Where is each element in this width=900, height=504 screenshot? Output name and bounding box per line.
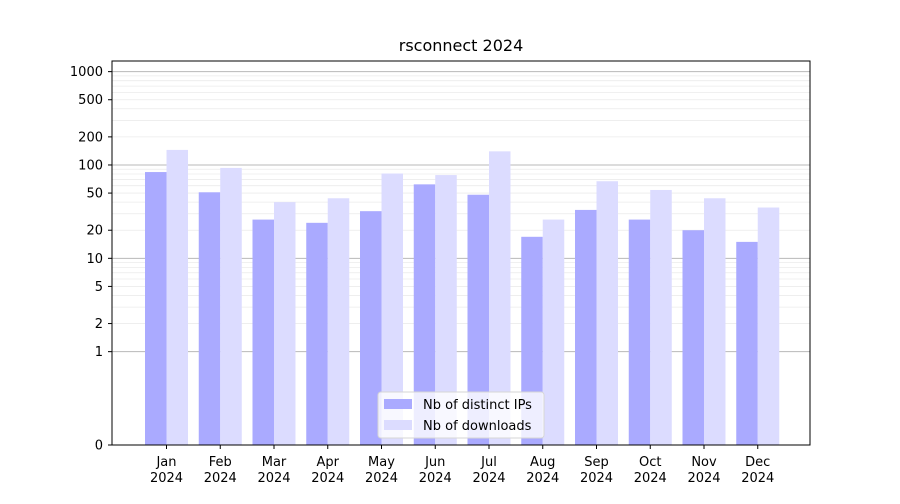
bar-distinct-ips [736, 241, 758, 445]
legend-label: Nb of downloads [423, 419, 532, 434]
x-tick-year: 2024 [150, 471, 183, 486]
x-tick-label: Sep 2024 [580, 455, 613, 486]
x-tick-month: Feb [209, 455, 232, 470]
bar-downloads [542, 219, 565, 445]
bar-distinct-ips [682, 230, 704, 445]
x-tick-month: Mar [262, 455, 287, 470]
bar-downloads [381, 173, 403, 446]
bar-distinct-ips [145, 172, 167, 445]
x-tick-year: 2024 [365, 471, 398, 486]
x-tick-label: Aug 2024 [526, 455, 559, 486]
bar-downloads [166, 149, 188, 445]
x-tick-year: 2024 [526, 471, 559, 486]
bar-downloads [650, 189, 672, 445]
x-tick-month: Jan [155, 455, 176, 470]
bar-downloads [327, 198, 350, 445]
x-tick-year: 2024 [687, 471, 720, 486]
bar-distinct-ips [252, 219, 274, 445]
y-tick-label: 100 [78, 158, 103, 173]
x-tick-month: Jul [480, 455, 497, 470]
x-tick-month: Sep [584, 455, 609, 470]
y-tick-label: 1 [95, 345, 103, 360]
x-tick-label: May 2024 [365, 455, 398, 486]
legend-label: Nb of distinct IPs [423, 398, 532, 413]
x-tick-year: 2024 [419, 471, 452, 486]
legend-swatch [384, 399, 412, 409]
x-tick-label: Apr 2024 [311, 455, 344, 486]
x-tick-month: Apr [317, 455, 340, 470]
x-tick-month: Nov [691, 455, 717, 470]
y-tick-label: 200 [78, 130, 103, 145]
legend-box [377, 391, 545, 439]
x-tick-label: Dec 2024 [741, 455, 774, 486]
x-tick-year: 2024 [204, 471, 237, 486]
y-tick-label: 20 [86, 224, 103, 239]
bar-distinct-ips [413, 184, 436, 445]
x-tick-month: Jun [424, 455, 445, 470]
bar-distinct-ips [360, 211, 382, 445]
bar-distinct-ips [467, 194, 489, 445]
bar-downloads [596, 181, 618, 446]
x-tick-month: Dec [745, 455, 770, 470]
x-tick-year: 2024 [741, 471, 774, 486]
bar-distinct-ips [306, 222, 328, 445]
bar-distinct-ips [575, 209, 597, 445]
bar-downloads [704, 198, 726, 445]
bar-distinct-ips [628, 219, 651, 445]
legend-swatch [384, 420, 412, 430]
x-tick-label: Feb 2024 [204, 455, 237, 486]
x-tick-year: 2024 [257, 471, 290, 486]
bars [145, 149, 780, 446]
plot-area-frame [111, 60, 811, 446]
x-tick-label: Jul 2024 [472, 455, 505, 486]
bar-downloads [435, 175, 457, 445]
bar-downloads [274, 202, 296, 445]
x-tick-year: 2024 [472, 471, 505, 486]
bar-downloads [757, 207, 780, 445]
bar-downloads [489, 151, 511, 445]
y-tick-label: 2 [95, 317, 103, 332]
x-tick-year: 2024 [634, 471, 667, 486]
x-tick-label: Nov 2024 [687, 455, 720, 486]
legend: Nb of distinct IPs Nb of downloads [377, 391, 545, 439]
x-tick-year: 2024 [311, 471, 344, 486]
bar-distinct-ips [198, 192, 221, 445]
x-tick-month: Aug [530, 455, 555, 470]
x-tick-label: Oct 2024 [634, 455, 667, 486]
y-axis: 0 1 2 5 10 20 50 100 200 500 1000 [70, 65, 112, 454]
x-tick-label: Jun 2024 [419, 455, 452, 486]
x-tick-label: Mar 2024 [257, 455, 290, 486]
x-tick-label: Jan 2024 [150, 455, 183, 486]
x-tick-month: May [368, 455, 395, 470]
y-tick-label: 5 [95, 280, 103, 295]
y-tick-label: 1000 [70, 65, 103, 80]
y-tick-label: 10 [86, 252, 103, 267]
x-tick-month: Oct [639, 455, 661, 470]
chart-title: rsconnect 2024 [399, 36, 524, 55]
y-tick-label: 0 [95, 439, 103, 454]
y-tick-label: 50 [86, 187, 103, 202]
y-tick-label: 500 [78, 93, 103, 108]
x-tick-year: 2024 [580, 471, 613, 486]
bar-downloads [220, 167, 242, 446]
